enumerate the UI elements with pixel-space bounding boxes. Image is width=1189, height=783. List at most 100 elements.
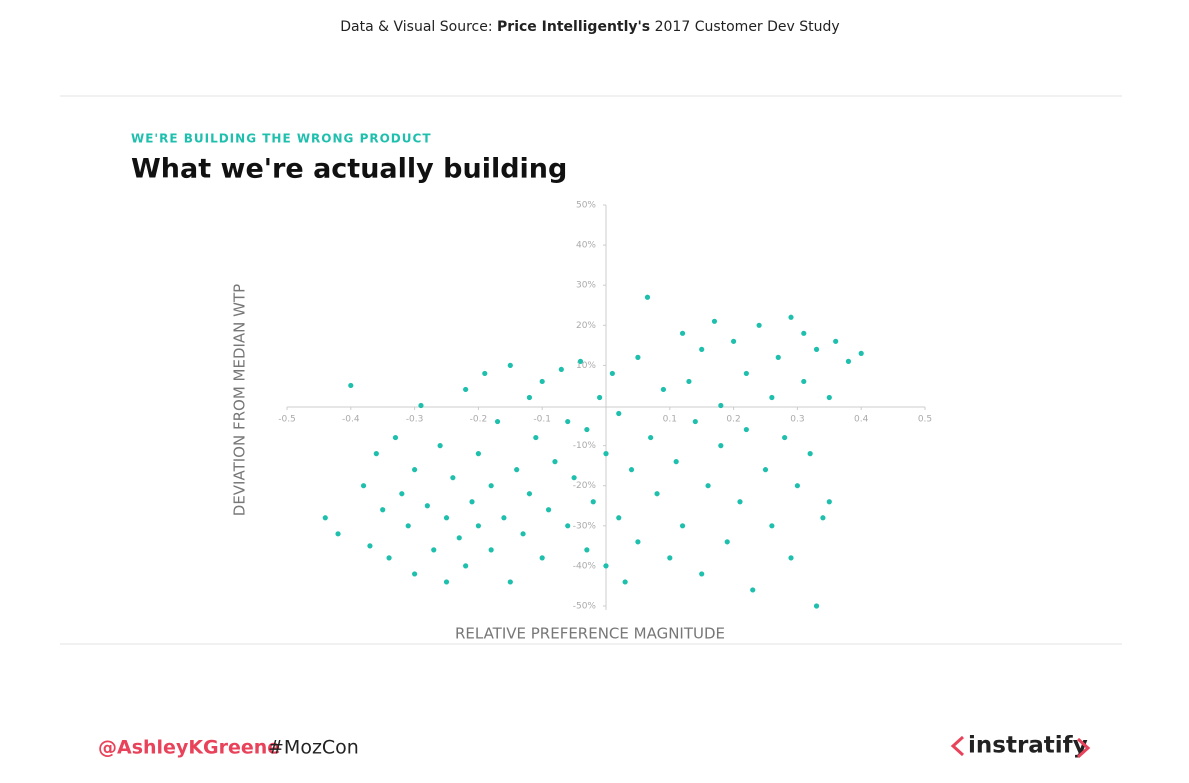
plot: -0.5 -0.4 -0.3 -0.2 -0.1 0.1 0.2 0.3 0.4 0.5 50% 40… xyxy=(278,201,932,612)
point xyxy=(628,467,635,473)
x-tick-label: 0.1 xyxy=(663,415,677,425)
point xyxy=(539,378,545,385)
y-tick-label: 20% xyxy=(576,321,596,331)
x-tick-label: -0.2 xyxy=(470,415,488,425)
point xyxy=(858,350,864,356)
point xyxy=(724,539,730,545)
point xyxy=(412,571,418,577)
point xyxy=(635,354,641,360)
point xyxy=(654,491,660,497)
point xyxy=(367,543,373,549)
point xyxy=(813,603,820,609)
point xyxy=(348,382,354,389)
point xyxy=(743,370,749,377)
point xyxy=(565,523,571,529)
point xyxy=(431,547,437,553)
point xyxy=(437,443,443,449)
x-axis-label: RELATIVE PREFERENCE MAGNITUDE xyxy=(455,625,725,643)
point xyxy=(635,539,641,545)
point xyxy=(443,579,450,585)
point xyxy=(718,402,724,409)
x-tick-label: -0.1 xyxy=(533,415,551,425)
y-tick-label: -30% xyxy=(573,521,597,531)
point xyxy=(526,491,533,497)
point xyxy=(507,362,513,368)
point xyxy=(609,370,615,377)
y-tick-label: 40% xyxy=(576,241,596,251)
point xyxy=(686,378,692,385)
point xyxy=(597,394,603,401)
point xyxy=(488,547,494,553)
point xyxy=(769,523,775,529)
logo: instratify xyxy=(968,733,1088,759)
point xyxy=(622,579,628,585)
point xyxy=(584,426,590,433)
x-tick-label: -0.5 xyxy=(278,415,296,425)
point xyxy=(482,370,488,377)
point xyxy=(845,358,852,364)
point xyxy=(418,402,424,409)
point xyxy=(801,378,807,385)
source-name: Price Intelligently's xyxy=(497,19,650,35)
point xyxy=(514,467,520,473)
point xyxy=(737,499,743,505)
point xyxy=(590,499,596,505)
source-prefix: Data & Visual Source: xyxy=(340,19,492,35)
handle: @AshleyKGreene xyxy=(98,737,280,759)
point xyxy=(412,467,418,473)
point xyxy=(424,503,430,509)
x-tick-label: 0.2 xyxy=(726,415,740,425)
point xyxy=(660,386,667,393)
point xyxy=(679,330,686,336)
point xyxy=(782,434,788,441)
point xyxy=(443,515,450,521)
point xyxy=(616,410,622,417)
x-tick-label: 0.3 xyxy=(790,415,804,425)
point xyxy=(577,358,584,364)
point xyxy=(507,579,513,585)
logo-bracket xyxy=(1076,737,1091,759)
point xyxy=(335,531,341,537)
chart-title: What we're actually building xyxy=(131,154,567,185)
point xyxy=(667,555,673,561)
point xyxy=(788,314,794,320)
point xyxy=(533,434,539,441)
y-tick-label: -10% xyxy=(573,441,597,451)
point xyxy=(360,483,367,489)
source-suffix: 2017 Customer Dev Study xyxy=(655,19,840,35)
point xyxy=(494,418,501,425)
point xyxy=(699,346,705,352)
point xyxy=(463,386,469,393)
point xyxy=(826,499,832,505)
y-axis-label: DEVIATION FROM MEDIAN WTP xyxy=(231,284,249,516)
point xyxy=(644,294,651,300)
point xyxy=(603,563,609,569)
point xyxy=(756,322,762,328)
point xyxy=(475,523,481,529)
point xyxy=(399,491,405,497)
point xyxy=(501,515,507,521)
point xyxy=(463,563,469,569)
y-tick-label: 30% xyxy=(576,281,596,291)
x-tick-label: 0.4 xyxy=(854,415,869,425)
point xyxy=(520,531,526,537)
point xyxy=(807,451,813,457)
point xyxy=(616,515,622,521)
point xyxy=(392,434,399,441)
x-tick-label: -0.4 xyxy=(342,415,360,425)
y-tick-label: -40% xyxy=(573,561,597,571)
point xyxy=(456,535,462,541)
point xyxy=(679,523,686,529)
point xyxy=(833,338,839,344)
kicker: WE'RE BUILDING THE WRONG PRODUCT xyxy=(131,132,432,146)
point xyxy=(380,507,386,513)
point xyxy=(386,555,392,561)
point xyxy=(673,459,679,465)
x-tick-label: -0.3 xyxy=(406,415,424,425)
source-line: Data & Visual Source: Price Intelligentl… xyxy=(340,19,839,35)
y-tick-label: 10% xyxy=(576,361,596,371)
point xyxy=(711,318,718,324)
logo-bracket xyxy=(950,735,965,757)
point xyxy=(769,394,775,401)
